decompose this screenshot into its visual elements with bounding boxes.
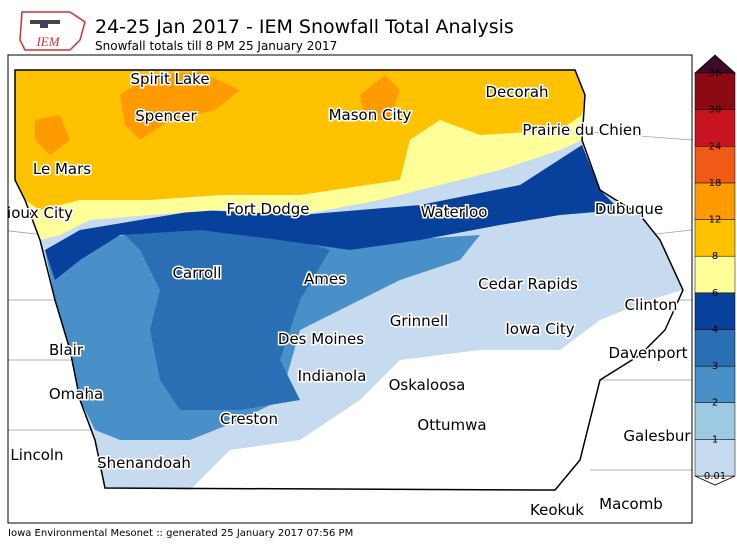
colorbar-tick-label: 6	[712, 288, 718, 299]
city-label: Cedar Rapids	[478, 275, 578, 293]
city-label: Galesbur	[623, 427, 691, 445]
colorbar-tick-label: 18	[709, 178, 722, 189]
colorbar-tick-label: 8	[712, 251, 718, 262]
colorbar-segment	[694, 72, 736, 110]
colorbar-segment	[694, 219, 736, 257]
colorbar-tick-label: 36	[709, 68, 722, 79]
city-label: Ottumwa	[417, 416, 486, 434]
city-label: Dubuque	[595, 200, 663, 218]
logo: IEM	[19, 11, 86, 51]
map: Spirit Lake Decorah Spencer Mason City P…	[7, 55, 692, 523]
city-labels: Spirit Lake Decorah Spencer Mason City P…	[7, 69, 692, 521]
city-label: Spirit Lake	[130, 70, 209, 88]
city-label: Iowa City	[505, 320, 574, 338]
colorbar-tick-label: 3	[712, 361, 718, 372]
subtitle: Snowfall totals till 8 PM 25 January 201…	[95, 39, 337, 53]
map-frame	[7, 54, 693, 524]
colorbar-tick-label: 2	[712, 398, 718, 409]
colorbar-tick-label: 12	[709, 215, 722, 226]
city-label: Le Mars	[33, 160, 91, 178]
city-label: Clinton	[625, 296, 678, 314]
city-label: Oskaloosa	[389, 376, 466, 394]
colorbar-segment	[694, 255, 736, 294]
city-label: Creston	[220, 410, 278, 428]
city-label: Indianola	[298, 367, 367, 385]
city-label: Fort Dodge	[226, 200, 309, 218]
colorbar-tick-label: 0.01	[704, 471, 726, 482]
city-label: Keokuk	[530, 501, 584, 519]
logo-text: IEM	[35, 34, 60, 49]
colorbar-segment	[694, 329, 736, 367]
colorbar-segment	[694, 402, 736, 440]
colorbar-segment	[694, 182, 736, 220]
colorbar-tick-label: 30	[709, 105, 722, 116]
colorbar-tick-label: 1	[712, 434, 718, 445]
city-label: Prairie du Chien	[522, 121, 641, 139]
city-label: Carroll	[173, 264, 222, 282]
colorbar-segment	[694, 365, 736, 403]
city-label: Waterloo	[421, 203, 488, 221]
city-label: ioux City	[7, 204, 73, 222]
title: 24-25 Jan 2017 - IEM Snowfall Total Anal…	[95, 16, 514, 38]
city-label: Decorah	[485, 83, 548, 101]
city-label: Mason City	[329, 106, 412, 124]
city-label: Davenport	[608, 344, 687, 362]
city-label: Ames	[304, 270, 346, 288]
colorbar-segment	[694, 292, 736, 330]
city-label: Blair	[49, 341, 84, 359]
footer: Iowa Environmental Mesonet :: generated …	[8, 528, 353, 539]
city-label: Lincoln	[10, 446, 63, 464]
city-label: Omaha	[49, 385, 103, 403]
city-label: Des Moines	[278, 330, 364, 348]
city-label: Macomb	[599, 495, 663, 513]
city-label: Spencer	[135, 107, 197, 125]
colorbar-tick-label: 4	[712, 324, 718, 335]
city-label: Shenandoah	[97, 454, 191, 472]
city-label: Grinnell	[390, 312, 449, 330]
colorbar-tick-label: 24	[709, 141, 722, 152]
